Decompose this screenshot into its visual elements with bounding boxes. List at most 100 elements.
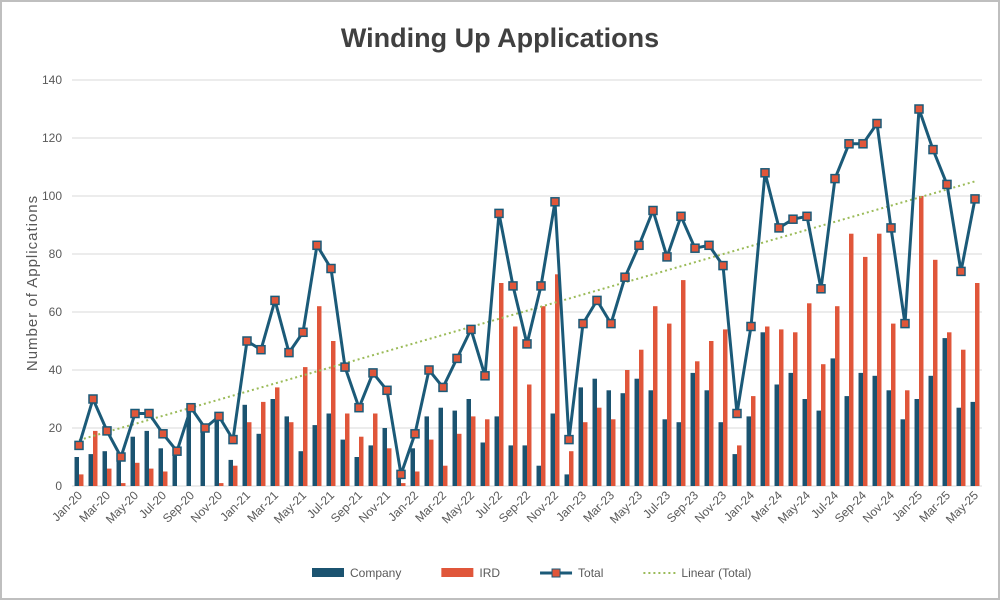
bar [858,372,863,486]
bar [410,448,415,486]
bar [835,306,840,486]
bar [606,390,611,486]
bar [275,387,280,486]
bar [466,399,471,486]
bar [480,442,485,486]
bar [527,384,532,486]
bar [872,375,877,486]
y-tick-label: 120 [42,131,62,145]
bar [788,372,793,486]
legend-swatch [441,568,474,577]
line-marker [592,295,602,306]
bar [443,465,448,486]
line-marker [928,144,938,155]
bar [947,332,952,486]
line-marker [368,368,378,378]
line-marker [424,365,434,375]
line-marker [844,139,854,149]
bar [583,422,588,486]
y-tick-label: 20 [49,421,63,435]
bar [877,233,882,486]
bar [186,407,191,486]
line-marker [340,362,350,372]
line-marker [396,469,406,480]
bar [107,468,112,486]
line-marker [718,260,728,271]
line-marker [550,197,560,207]
bar [793,332,798,486]
line-marker [466,324,476,335]
bar [639,349,644,486]
line-marker [578,318,588,329]
bar [382,428,387,486]
bar [242,404,247,486]
legend-label: Linear (Total) [681,566,751,580]
bar [373,413,378,486]
bar [830,358,835,486]
bar [368,445,373,486]
bar [396,477,401,486]
line-marker [88,394,98,404]
bar [956,407,961,486]
bar [844,396,849,486]
line-marker [116,452,126,462]
bar [270,399,275,486]
line-marker [872,118,882,129]
bar [93,430,98,486]
line-marker [326,263,336,274]
bar [74,457,79,486]
bar [746,416,751,486]
y-tick-label: 60 [49,305,63,319]
bar [331,341,336,486]
bar [732,454,737,486]
bar [774,384,779,486]
line-marker [382,385,392,396]
line-marker [732,408,742,419]
bar [387,448,392,486]
bar [121,483,126,486]
line-marker [242,336,252,346]
bar [219,483,224,486]
line-marker [704,240,714,251]
bar [634,378,639,486]
line-marker [270,295,280,306]
line-marker [480,371,490,381]
bar [863,256,868,486]
line-marker [648,205,658,216]
line-marker [74,440,84,451]
bar [914,399,919,486]
bar [485,419,490,486]
bar [415,471,420,486]
line-marker [956,266,966,277]
line-marker [662,252,672,262]
bar [891,323,896,486]
bar [429,439,434,486]
bar [667,323,672,486]
bar [970,401,975,486]
line-marker [760,168,770,178]
bar [149,468,154,486]
line-marker [102,426,112,436]
bar [975,283,980,486]
bar [662,419,667,486]
bar [135,462,140,486]
bar [611,419,616,486]
bar [690,372,695,486]
bar [709,341,714,486]
line-marker [200,423,210,433]
line-marker [494,208,504,219]
line-marker [522,339,532,349]
bar [228,459,233,486]
bar [760,332,765,486]
line-marker [830,173,840,184]
bar [802,399,807,486]
bar [821,364,826,486]
legend-swatch [312,568,344,577]
bar [522,445,527,486]
bar [401,483,406,486]
bar [886,390,891,486]
y-tick-label: 100 [42,189,62,203]
bar [928,375,933,486]
bar [564,474,569,486]
bar [88,454,93,486]
